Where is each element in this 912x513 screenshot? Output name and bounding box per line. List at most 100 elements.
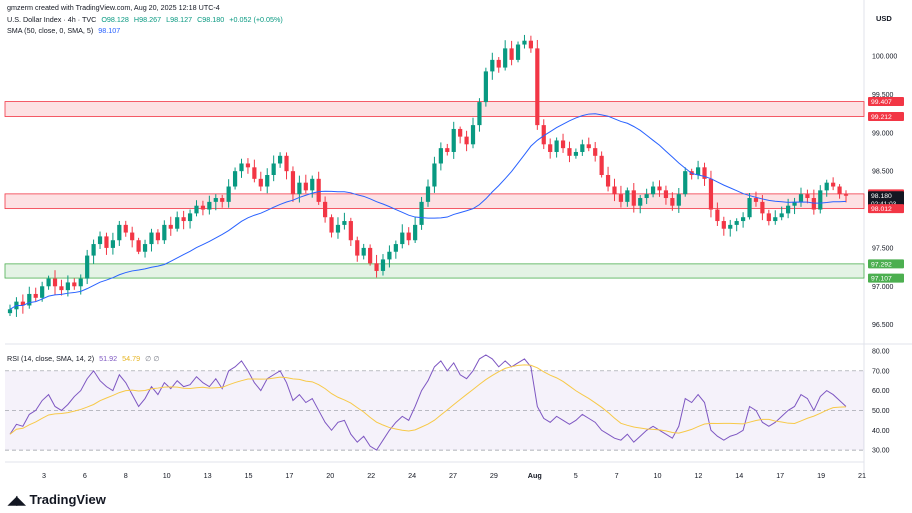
candle[interactable] bbox=[168, 224, 173, 229]
candle[interactable] bbox=[811, 198, 816, 210]
candle[interactable] bbox=[310, 178, 315, 191]
candle[interactable] bbox=[368, 247, 373, 264]
candle[interactable] bbox=[631, 190, 636, 206]
candle[interactable] bbox=[387, 251, 392, 260]
candle[interactable] bbox=[805, 194, 810, 199]
candle[interactable] bbox=[329, 217, 334, 233]
candle[interactable] bbox=[65, 282, 70, 291]
candle[interactable] bbox=[213, 198, 218, 202]
candle[interactable] bbox=[663, 190, 669, 199]
candle[interactable] bbox=[393, 244, 398, 252]
candle[interactable] bbox=[438, 148, 443, 164]
candle[interactable] bbox=[824, 182, 829, 191]
candle[interactable] bbox=[72, 282, 77, 287]
candle[interactable] bbox=[715, 209, 720, 222]
candle[interactable] bbox=[130, 232, 135, 241]
sma-legend[interactable]: SMA (50, close, 0, SMA, 5) 98.107 bbox=[7, 26, 123, 35]
candle[interactable] bbox=[573, 151, 579, 156]
candle[interactable] bbox=[252, 167, 257, 179]
candle[interactable] bbox=[27, 293, 32, 306]
candle[interactable] bbox=[52, 278, 58, 287]
candle[interactable] bbox=[541, 125, 546, 145]
candle[interactable] bbox=[734, 221, 739, 225]
candle[interactable] bbox=[380, 259, 386, 271]
candle[interactable] bbox=[535, 48, 540, 126]
candle[interactable] bbox=[560, 140, 566, 149]
candle[interactable] bbox=[419, 201, 424, 225]
candle[interactable] bbox=[451, 128, 456, 152]
candle[interactable] bbox=[483, 71, 488, 103]
candle[interactable] bbox=[374, 263, 379, 271]
candle[interactable] bbox=[290, 171, 296, 195]
candle[interactable] bbox=[618, 194, 624, 202]
candle[interactable] bbox=[413, 224, 418, 241]
candle[interactable] bbox=[277, 155, 283, 164]
candle[interactable] bbox=[361, 247, 366, 256]
candle[interactable] bbox=[605, 175, 611, 187]
candle[interactable] bbox=[843, 194, 849, 196]
candle[interactable] bbox=[265, 175, 270, 187]
candle[interactable] bbox=[496, 59, 501, 68]
candle[interactable] bbox=[342, 221, 347, 225]
candle[interactable] bbox=[40, 286, 45, 298]
candle[interactable] bbox=[432, 163, 437, 187]
candle[interactable] bbox=[406, 232, 411, 241]
candle[interactable] bbox=[200, 205, 206, 210]
candle[interactable] bbox=[670, 198, 675, 206]
candle[interactable] bbox=[837, 186, 842, 195]
candle[interactable] bbox=[258, 178, 263, 187]
candle[interactable] bbox=[644, 194, 649, 199]
candle[interactable] bbox=[503, 48, 508, 68]
candle[interactable] bbox=[612, 186, 617, 195]
candle[interactable] bbox=[123, 224, 128, 233]
candle[interactable] bbox=[509, 48, 514, 60]
candle[interactable] bbox=[33, 293, 38, 298]
candle[interactable] bbox=[747, 198, 752, 218]
candle[interactable] bbox=[831, 182, 836, 187]
candle[interactable] bbox=[97, 236, 103, 245]
candle[interactable] bbox=[515, 44, 521, 60]
candle[interactable] bbox=[593, 148, 598, 156]
candle[interactable] bbox=[458, 128, 463, 137]
candle[interactable] bbox=[721, 221, 726, 229]
candle[interactable] bbox=[683, 171, 688, 195]
candle[interactable] bbox=[155, 232, 161, 241]
candle[interactable] bbox=[708, 178, 714, 210]
candle[interactable] bbox=[586, 144, 591, 149]
candle[interactable] bbox=[818, 190, 823, 210]
candle[interactable] bbox=[741, 217, 746, 222]
candle[interactable] bbox=[470, 125, 476, 145]
candle[interactable] bbox=[136, 240, 141, 252]
candle[interactable] bbox=[773, 217, 778, 222]
candle[interactable] bbox=[445, 148, 450, 152]
candle[interactable] bbox=[650, 186, 656, 195]
candle[interactable] bbox=[149, 232, 154, 245]
candle[interactable] bbox=[239, 163, 244, 172]
candle[interactable] bbox=[245, 163, 251, 168]
candle[interactable] bbox=[110, 240, 115, 248]
candle[interactable] bbox=[580, 144, 585, 152]
candle[interactable] bbox=[528, 40, 533, 49]
candle[interactable] bbox=[766, 213, 771, 222]
candle[interactable] bbox=[425, 186, 431, 202]
candle[interactable] bbox=[786, 205, 791, 214]
candle[interactable] bbox=[271, 163, 276, 175]
candle[interactable] bbox=[702, 167, 707, 179]
candle[interactable] bbox=[625, 190, 630, 202]
candle[interactable] bbox=[464, 136, 469, 145]
candle[interactable] bbox=[676, 194, 681, 206]
candle[interactable] bbox=[284, 155, 289, 172]
candle[interactable] bbox=[548, 144, 553, 152]
candle[interactable] bbox=[599, 155, 604, 175]
candle[interactable] bbox=[657, 186, 662, 191]
candle[interactable] bbox=[798, 194, 804, 202]
candle[interactable] bbox=[303, 182, 308, 191]
candle[interactable] bbox=[728, 224, 733, 229]
candle[interactable] bbox=[194, 205, 199, 214]
candle[interactable] bbox=[142, 244, 148, 252]
candle[interactable] bbox=[20, 301, 25, 306]
tradingview-logo[interactable]: ◢◣ TradingView bbox=[8, 492, 106, 507]
candle[interactable] bbox=[85, 255, 90, 279]
candle[interactable] bbox=[162, 224, 167, 241]
